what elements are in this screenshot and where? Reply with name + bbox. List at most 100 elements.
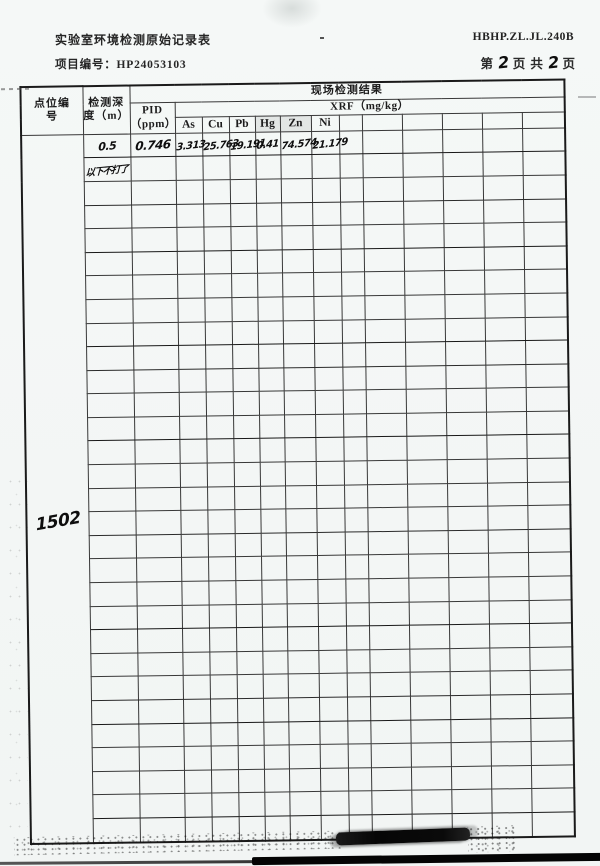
grid-cell-xrf bbox=[320, 815, 349, 840]
grid-cell-xrf bbox=[281, 202, 313, 227]
grid-cell-xrf bbox=[232, 367, 259, 392]
grid-cell-xrf bbox=[487, 552, 529, 578]
grid-cell-xrf bbox=[179, 415, 207, 440]
grid-cell-pid bbox=[134, 463, 181, 488]
project-number-label: 项目编号： bbox=[55, 59, 117, 71]
grid-cell-xrf bbox=[531, 788, 575, 813]
grid-cell-xrf bbox=[286, 603, 318, 628]
grid-cell-xrf bbox=[181, 604, 209, 629]
handwritten-point-id: 1502 bbox=[34, 507, 81, 536]
grid-cell-pid bbox=[130, 156, 176, 181]
grid-cell-xrf bbox=[368, 625, 410, 650]
grid-cell-pid bbox=[133, 369, 179, 394]
grid-cell-xrf bbox=[365, 342, 406, 367]
grid-cell-xrf bbox=[231, 297, 258, 322]
grid-cell-xrf bbox=[482, 151, 523, 177]
grid-cell-xrf bbox=[366, 436, 407, 461]
page-prefix: 第 bbox=[480, 57, 495, 71]
grid-cell-xrf bbox=[529, 646, 573, 671]
grid-cell-xrf bbox=[525, 340, 569, 365]
grid-cell-xrf: 0.41 bbox=[255, 131, 281, 156]
grid-cell-pid: 0.746 bbox=[130, 133, 176, 158]
grid-cell-xrf bbox=[489, 670, 530, 696]
grid-cell-xrf bbox=[451, 813, 492, 838]
grid-cell-xrf bbox=[288, 768, 321, 793]
grid-cell-xrf bbox=[312, 248, 342, 273]
grid-cell-pid bbox=[139, 793, 185, 818]
grid-cell-xrf bbox=[410, 719, 451, 744]
grid-cell-xrf bbox=[529, 693, 574, 719]
grid-cell-xrf bbox=[339, 154, 363, 179]
grid-cell-depth bbox=[91, 723, 139, 748]
page-suffix: 页 bbox=[562, 57, 576, 71]
grid-cell-xrf bbox=[286, 626, 319, 651]
grid-cell-xrf bbox=[282, 272, 314, 297]
grid-cell-xrf bbox=[402, 176, 444, 201]
grid-cell-xrf bbox=[526, 457, 571, 483]
grid-cell-xrf bbox=[181, 628, 210, 653]
grid-cell-xrf bbox=[287, 697, 320, 722]
grid-cell-xrf bbox=[208, 580, 236, 605]
col-header-blank bbox=[481, 112, 523, 129]
grid-cell-xrf bbox=[348, 814, 372, 840]
page-mid: 页 共 bbox=[512, 57, 544, 71]
grid-cell-xrf bbox=[528, 623, 573, 648]
grid-cell-xrf bbox=[406, 459, 447, 484]
grid-cell-xrf bbox=[176, 250, 205, 275]
grid-cell-xrf bbox=[255, 178, 282, 203]
col-header-blank bbox=[441, 112, 483, 130]
grid-cell-xrf bbox=[341, 295, 365, 320]
page-number-line: 第 2 页 共 2 页 bbox=[480, 52, 576, 72]
grid-cell-xrf bbox=[182, 698, 211, 723]
grid-cell-xrf bbox=[370, 719, 411, 744]
grid-cell-xrf bbox=[236, 674, 263, 699]
grid-cell-xrf bbox=[531, 811, 576, 837]
grid-cell-xrf bbox=[348, 791, 372, 816]
grid-cell-xrf bbox=[528, 575, 572, 601]
grid-cell-xrf bbox=[206, 415, 234, 440]
grid-cell-xrf bbox=[315, 413, 344, 438]
grid-cell-xrf bbox=[317, 579, 346, 604]
grid-cell-xrf bbox=[260, 532, 287, 557]
grid-cell-xrf: 74.574 bbox=[280, 131, 317, 156]
table-body: 1502 0.5 0.746 3.313 25.763 19.191 0.41 74.574 2… bbox=[21, 127, 576, 844]
grid-cell-xrf bbox=[237, 721, 264, 746]
grid-cell-xrf bbox=[234, 509, 261, 534]
handwritten-value: 3.313 bbox=[175, 138, 206, 154]
grid-cell-xrf bbox=[346, 696, 371, 721]
grid-cell-xrf bbox=[317, 626, 347, 651]
grid-cell-xrf bbox=[176, 227, 204, 252]
grid-cell-xrf bbox=[259, 461, 286, 486]
grid-cell-xrf bbox=[529, 670, 574, 695]
grid-cell-depth bbox=[89, 582, 137, 607]
grid-cell-depth: 以下不打了 bbox=[83, 157, 131, 182]
grid-cell-xrf bbox=[287, 673, 319, 698]
handwritten-value: 0.5 bbox=[97, 139, 116, 154]
grid-cell-xrf bbox=[524, 316, 569, 341]
grid-cell-xrf bbox=[344, 508, 368, 532]
grid-cell-xrf bbox=[410, 742, 451, 767]
grid-cell-xrf bbox=[370, 743, 411, 768]
grid-cell-xrf bbox=[340, 248, 365, 273]
grid-cell-pid bbox=[138, 746, 184, 771]
grid-cell-xrf bbox=[367, 554, 409, 579]
grid-cell-xrf bbox=[258, 391, 285, 416]
grid-cell-xrf bbox=[315, 461, 345, 486]
grid-cell-pid bbox=[130, 180, 177, 205]
grid-cell-xrf bbox=[262, 674, 288, 699]
grid-cell-xrf bbox=[362, 177, 404, 202]
grid-cell-xrf bbox=[209, 651, 237, 676]
grid-cell-xrf bbox=[178, 368, 206, 393]
col-header-hg: Hg bbox=[254, 115, 281, 133]
grid-cell-xrf bbox=[233, 415, 260, 440]
grid-cell-xrf bbox=[448, 600, 489, 625]
grid-cell-depth bbox=[86, 393, 135, 418]
grid-cell-xrf bbox=[342, 390, 367, 414]
col-header-blank bbox=[361, 113, 403, 131]
grid-cell-xrf bbox=[179, 463, 208, 488]
grid-cell-xrf bbox=[483, 246, 525, 271]
grid-cell-xrf bbox=[445, 364, 486, 389]
grid-cell-xrf bbox=[208, 604, 236, 629]
grid-cell-xrf bbox=[314, 390, 344, 415]
grid-cell-xrf bbox=[365, 365, 406, 391]
